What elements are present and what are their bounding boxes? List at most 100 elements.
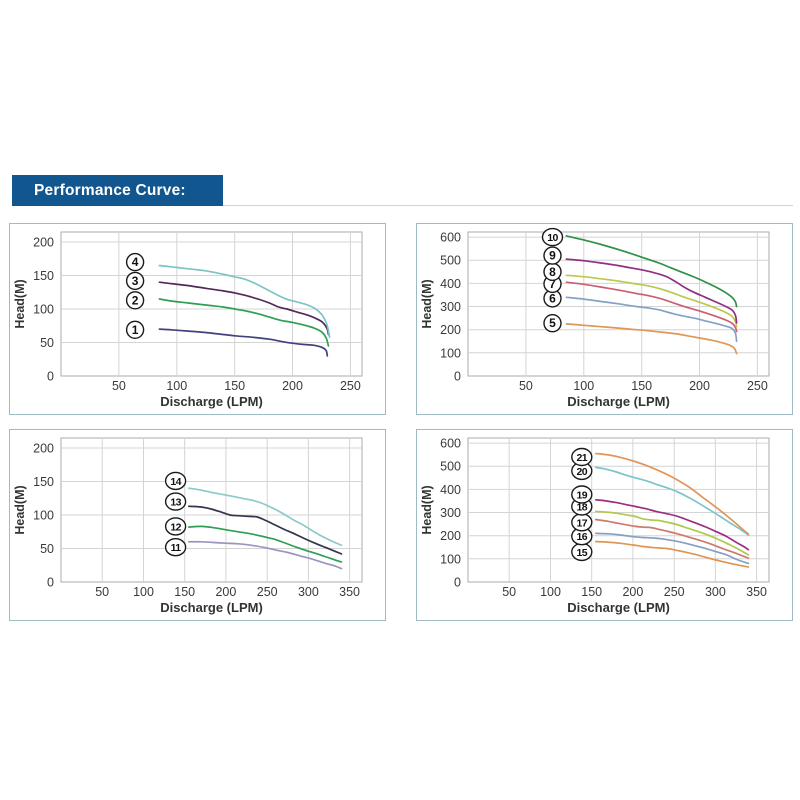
y-axis-title: Head(M) — [13, 485, 27, 534]
x-tick-label: 50 — [112, 379, 126, 393]
chart-svg-top-left: 0 50 100 150 200 50 100 150 200 250 Discharge (LPM… — [13, 231, 363, 409]
svg-text:5: 5 — [549, 316, 556, 330]
curve-label-21: 21 — [571, 447, 593, 467]
y-tick-label: 200 — [440, 323, 461, 337]
curve-label-12: 12 — [164, 517, 187, 536]
y-tick-label: 100 — [33, 509, 54, 523]
section-title-banner: Performance Curve: — [12, 175, 223, 206]
x-tick-label: 300 — [298, 585, 319, 599]
x-tick-label: 200 — [622, 585, 643, 599]
svg-text:14: 14 — [170, 476, 181, 488]
x-tick-label: 250 — [257, 585, 278, 599]
curve-label-16: 16 — [571, 526, 593, 546]
curve-label-17: 17 — [571, 513, 593, 532]
section-title: Performance Curve: — [34, 182, 186, 199]
x-tick-label: 150 — [224, 379, 245, 393]
x-tick-label: 200 — [215, 585, 236, 599]
x-tick-label: 150 — [581, 585, 602, 599]
curve-21 — [594, 452, 750, 535]
x-tick-label: 150 — [174, 585, 195, 599]
x-tick-label: 50 — [95, 585, 109, 599]
curve-label-11: 11 — [164, 537, 187, 557]
svg-text:11: 11 — [171, 542, 182, 554]
curve-11 — [187, 540, 343, 570]
svg-text:16: 16 — [577, 531, 588, 543]
svg-text:13: 13 — [170, 497, 181, 509]
y-tick-label: 400 — [440, 483, 461, 497]
y-tick-label: 400 — [440, 277, 461, 291]
y-axis-title: Head(M) — [13, 279, 27, 328]
curve-3 — [158, 281, 330, 336]
y-tick-label: 100 — [440, 552, 461, 566]
curve-label-14: 14 — [164, 471, 187, 491]
svg-text:19: 19 — [577, 490, 588, 502]
performance-chart-bottom-right: 0 100 200 300 400 500 600 50 100 150 200 250 300 350 D… — [416, 429, 793, 621]
y-tick-label: 300 — [440, 300, 461, 314]
curve-13 — [187, 505, 343, 555]
x-tick-label: 350 — [339, 585, 360, 599]
curve-label-4: 4 — [125, 252, 145, 272]
x-axis-title: Discharge (LPM) — [567, 600, 670, 615]
x-tick-label: 100 — [540, 585, 561, 599]
curve-6 — [565, 296, 738, 343]
y-tick-label: 100 — [33, 303, 54, 317]
y-tick-label: 600 — [440, 437, 461, 451]
curve-7 — [565, 281, 738, 333]
y-tick-label: 200 — [33, 442, 54, 456]
curve-label-19: 19 — [571, 485, 593, 504]
plot-area — [60, 437, 363, 583]
curve-label-13: 13 — [164, 492, 187, 511]
x-tick-label: 250 — [664, 585, 685, 599]
chart-svg-bottom-left: 0 50 100 150 200 50 100 150 200 250 300 350 Discharg… — [13, 437, 363, 615]
y-tick-label: 200 — [440, 529, 461, 543]
x-tick-label: 200 — [282, 379, 303, 393]
performance-chart-top-right: 0 100 200 300 400 500 600 50 100 150 200 250 Dischar… — [416, 223, 793, 415]
x-axis-title: Discharge (LPM) — [567, 394, 670, 409]
y-tick-label: 0 — [454, 576, 461, 590]
svg-text:8: 8 — [549, 265, 556, 279]
svg-text:3: 3 — [132, 274, 139, 288]
curve-10 — [565, 235, 738, 308]
curve-label-10: 10 — [541, 227, 564, 247]
svg-text:9: 9 — [549, 249, 556, 263]
svg-text:12: 12 — [170, 521, 181, 533]
x-tick-label: 50 — [502, 585, 516, 599]
y-tick-label: 500 — [440, 254, 461, 268]
curve-label-5: 5 — [543, 313, 562, 333]
curve-19 — [594, 498, 750, 551]
curve-label-3: 3 — [125, 271, 145, 291]
chart-svg-top-right: 0 100 200 300 400 500 600 50 100 150 200 250 Dischar… — [420, 227, 770, 409]
curve-14 — [187, 487, 343, 547]
svg-text:15: 15 — [577, 547, 588, 559]
svg-text:1: 1 — [132, 323, 139, 337]
y-axis-title: Head(M) — [420, 485, 434, 534]
curve-label-2: 2 — [125, 291, 145, 310]
svg-text:17: 17 — [577, 517, 588, 529]
svg-text:4: 4 — [132, 255, 139, 269]
y-tick-label: 50 — [40, 336, 54, 350]
curve-20 — [594, 466, 750, 536]
x-tick-label: 250 — [747, 379, 768, 393]
curve-17 — [594, 518, 750, 560]
y-tick-label: 100 — [440, 346, 461, 360]
svg-text:18: 18 — [577, 502, 588, 514]
x-axis-title: Discharge (LPM) — [160, 600, 263, 615]
curve-9 — [565, 258, 738, 324]
curve-label-9: 9 — [543, 246, 562, 265]
chart-svg-bottom-right: 0 100 200 300 400 500 600 50 100 150 200 250 300 350 D… — [420, 437, 770, 615]
section-divider-line — [12, 205, 793, 206]
svg-text:2: 2 — [132, 293, 139, 307]
x-tick-label: 300 — [705, 585, 726, 599]
svg-text:6: 6 — [549, 291, 556, 305]
y-tick-label: 150 — [33, 475, 54, 489]
curve-15 — [594, 540, 750, 568]
plot-area — [467, 437, 770, 583]
y-tick-label: 500 — [440, 460, 461, 474]
svg-text:20: 20 — [577, 466, 588, 478]
y-tick-label: 600 — [440, 231, 461, 245]
svg-text:21: 21 — [577, 452, 588, 464]
y-axis-title: Head(M) — [420, 279, 434, 328]
curve-16 — [594, 532, 750, 565]
curve-18 — [594, 510, 750, 556]
